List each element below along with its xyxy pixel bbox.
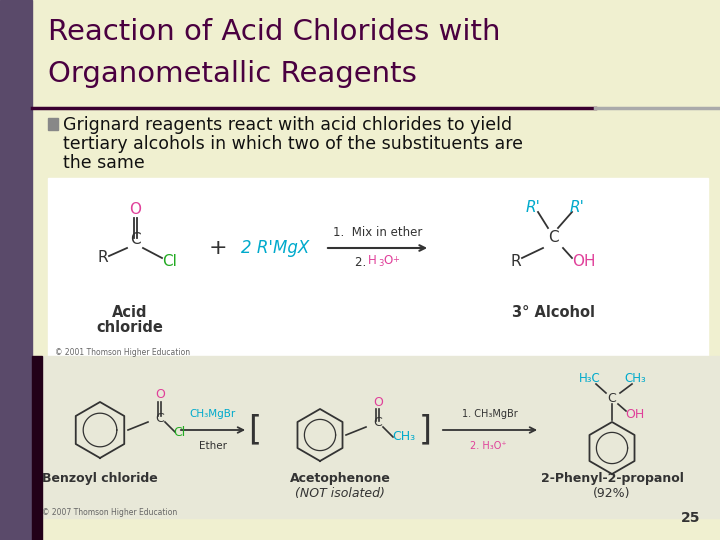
Text: 25: 25 xyxy=(680,511,700,525)
Bar xyxy=(42,356,720,518)
Text: O: O xyxy=(373,395,383,408)
Text: [: [ xyxy=(248,414,261,447)
Text: R': R' xyxy=(525,199,540,214)
Text: R: R xyxy=(510,254,521,269)
Text: 1.  Mix in ether: 1. Mix in ether xyxy=(333,226,423,240)
Text: C: C xyxy=(130,233,140,247)
Text: Ether: Ether xyxy=(199,441,227,451)
Text: C: C xyxy=(156,411,164,424)
Text: OH: OH xyxy=(572,254,595,269)
Text: 3° Alcohol: 3° Alcohol xyxy=(511,305,595,320)
Text: ]: ] xyxy=(418,414,431,447)
Text: OH: OH xyxy=(625,408,644,422)
Text: tertiary alcohols in which two of the substituents are: tertiary alcohols in which two of the su… xyxy=(63,135,523,153)
Text: (NOT isolated): (NOT isolated) xyxy=(295,487,385,500)
Text: 2.: 2. xyxy=(355,256,370,269)
Text: 2 R'MgX: 2 R'MgX xyxy=(241,239,309,257)
Text: Acetophenone: Acetophenone xyxy=(289,472,390,485)
Text: H: H xyxy=(368,254,377,267)
Text: (92%): (92%) xyxy=(593,487,631,500)
Text: Grignard reagents react with acid chlorides to yield: Grignard reagents react with acid chlori… xyxy=(63,116,512,134)
Text: C: C xyxy=(374,416,382,429)
Text: 3: 3 xyxy=(378,260,383,268)
Text: the same: the same xyxy=(63,154,145,172)
Text: Acid: Acid xyxy=(112,305,148,320)
Text: O: O xyxy=(155,388,165,402)
Text: Benzoyl chloride: Benzoyl chloride xyxy=(42,472,158,485)
Text: C: C xyxy=(548,231,558,246)
Text: O: O xyxy=(383,254,392,267)
Text: © 2007 Thomson Higher Education: © 2007 Thomson Higher Education xyxy=(42,508,177,517)
Text: 1. CH₃MgBr: 1. CH₃MgBr xyxy=(462,409,518,419)
Text: +: + xyxy=(392,254,399,264)
Text: +: + xyxy=(209,238,228,258)
Bar xyxy=(48,178,708,356)
Text: H₃C: H₃C xyxy=(579,372,601,384)
Text: CH₃: CH₃ xyxy=(624,372,646,384)
Bar xyxy=(32,356,42,540)
Bar xyxy=(0,0,32,540)
Text: Cl: Cl xyxy=(162,254,177,269)
Text: Organometallic Reagents: Organometallic Reagents xyxy=(48,60,417,88)
Text: Cl: Cl xyxy=(173,426,185,438)
Text: 2-Phenyl-2-propanol: 2-Phenyl-2-propanol xyxy=(541,472,683,485)
Text: © 2001 Thomson Higher Education: © 2001 Thomson Higher Education xyxy=(55,348,190,357)
Text: O: O xyxy=(129,202,141,218)
Text: R: R xyxy=(98,251,108,266)
Text: chloride: chloride xyxy=(96,320,163,335)
Text: 2. H₃O⁺: 2. H₃O⁺ xyxy=(469,441,506,451)
Text: CH₃MgBr: CH₃MgBr xyxy=(190,409,236,419)
Text: C: C xyxy=(608,392,616,404)
Bar xyxy=(48,118,58,130)
Text: R': R' xyxy=(570,199,585,214)
Text: Reaction of Acid Chlorides with: Reaction of Acid Chlorides with xyxy=(48,18,500,46)
Text: CH₃: CH₃ xyxy=(392,430,415,443)
